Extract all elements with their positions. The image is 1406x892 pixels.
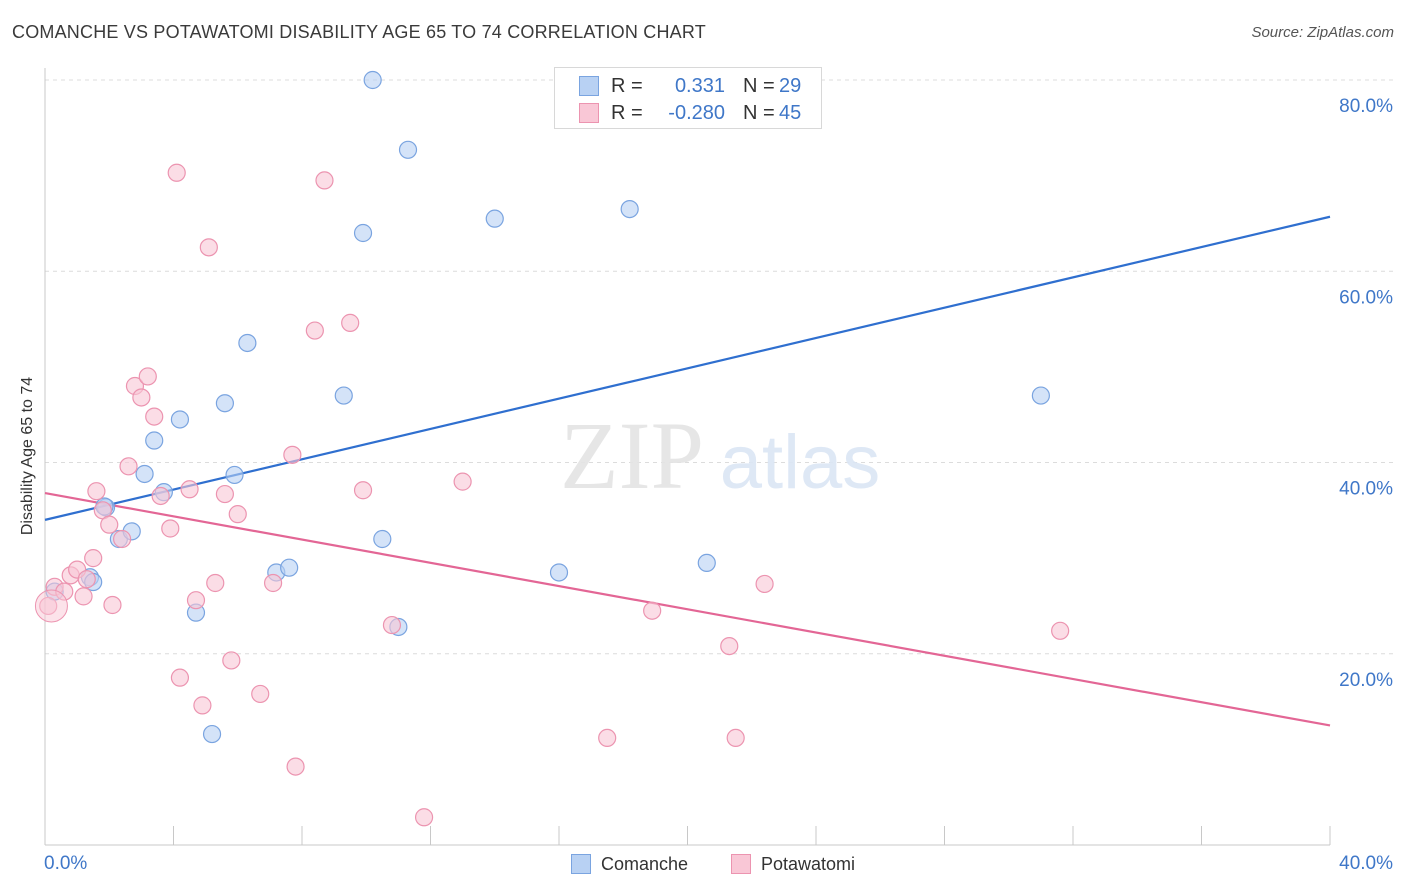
potawatomi-point — [132, 388, 151, 407]
potawatomi-point — [414, 808, 434, 827]
potawatomi-point — [84, 549, 103, 568]
potawatomi-point — [215, 484, 234, 504]
bottom-legend-comanche: Comanche — [571, 852, 688, 876]
potawatomi-point — [341, 313, 360, 332]
potawatomi-trend-line — [44, 492, 1331, 727]
comanche-point — [697, 553, 716, 573]
y-tick-label: 60.0% — [1339, 287, 1393, 308]
potawatomi-point — [77, 570, 96, 589]
gridlines — [45, 79, 1393, 655]
comanche-point — [334, 386, 353, 405]
watermark-zip: ZIP — [560, 402, 704, 509]
potawatomi-point — [119, 457, 138, 476]
comanche-point — [202, 724, 222, 744]
potawatomi-point — [167, 163, 186, 182]
comanche-point — [398, 140, 418, 159]
potawatomi-point — [315, 171, 334, 190]
trend-lines — [44, 215, 1331, 727]
comanche-point — [485, 209, 504, 228]
y-axis-label: Disability Age 65 to 74 — [19, 376, 36, 536]
potawatomi-point — [382, 615, 402, 635]
comanche-point — [620, 199, 639, 219]
legend-row-comanche: R = 0.331 N = 29 — [579, 73, 801, 99]
comanche-point — [170, 410, 190, 429]
axes — [44, 68, 1331, 846]
potawatomi-point — [180, 480, 199, 499]
potawatomi-point — [305, 321, 324, 340]
potawatomi-point — [100, 515, 119, 534]
potawatomi-point — [1051, 621, 1070, 640]
potawatomi-point-cluster — [34, 589, 68, 623]
potawatomi-swatch — [731, 854, 751, 874]
comanche-point — [215, 394, 234, 413]
bottom-legend-label: Potawatomi — [761, 853, 856, 874]
legend: R = 0.331 N = 29 R = -0.280 N = 45 — [554, 67, 822, 129]
potawatomi-point — [222, 651, 241, 670]
chart-title: COMANCHE VS POTAWATOMI DISABILITY AGE 65… — [12, 22, 706, 42]
comanche-point — [135, 464, 154, 484]
potawatomi-swatch — [579, 103, 599, 123]
data-points — [34, 70, 1070, 827]
comanche-trend-line — [44, 215, 1331, 521]
x-tick-label: 40.0% — [1339, 853, 1393, 874]
potawatomi-point — [263, 573, 283, 593]
comanche-point — [1031, 386, 1050, 405]
bottom-legend-label: Comanche — [601, 853, 689, 874]
x-tick-label: 0.0% — [44, 853, 87, 874]
potawatomi-point — [161, 519, 180, 538]
potawatomi-point — [286, 757, 305, 776]
potawatomi-point — [251, 684, 270, 704]
potawatomi-point — [643, 601, 662, 620]
potawatomi-point — [720, 636, 739, 656]
legend-n-label: N = — [743, 74, 775, 97]
watermark-atlas: atlas — [720, 420, 881, 505]
y-tick-label: 40.0% — [1339, 479, 1393, 500]
legend-n-value: 45 — [779, 101, 802, 124]
comanche-point — [549, 563, 569, 582]
potawatomi-point — [145, 407, 164, 426]
potawatomi-point — [74, 587, 93, 606]
potawatomi-point — [228, 505, 247, 524]
comanche-point — [373, 529, 392, 549]
watermark: ZIP atlas — [560, 402, 880, 509]
legend-r-value: 0.331 — [674, 74, 725, 97]
potawatomi-point — [193, 696, 212, 715]
potawatomi-point — [755, 574, 774, 594]
bottom-legend-potawatomi: Potawatomi — [731, 852, 855, 876]
potawatomi-point — [353, 481, 373, 500]
potawatomi-point — [453, 472, 472, 491]
potawatomi-point — [206, 573, 225, 593]
comanche-point — [280, 558, 299, 577]
potawatomi-point — [199, 238, 218, 257]
comanche-swatch — [571, 854, 591, 874]
y-tick-label: 20.0% — [1339, 670, 1393, 691]
potawatomi-point — [87, 482, 106, 501]
tick-labels: 20.0% 40.0% 60.0% 80.0% 0.0% 40.0% — [44, 96, 1393, 874]
potawatomi-point — [726, 728, 745, 748]
potawatomi-point — [151, 486, 170, 506]
y-tick-label: 80.0% — [1339, 96, 1393, 117]
legend-row-potawatomi: R = -0.280 N = 45 — [579, 100, 801, 126]
comanche-point — [353, 223, 373, 243]
legend-n-label: N = — [743, 101, 775, 124]
comanche-swatch — [579, 76, 599, 96]
legend-r-value: -0.280 — [668, 101, 725, 124]
potawatomi-point — [598, 728, 617, 748]
potawatomi-point — [170, 668, 190, 687]
comanche-point — [363, 70, 382, 90]
comanche-point — [145, 431, 164, 450]
potawatomi-point — [283, 445, 302, 464]
legend-n-value: 29 — [779, 74, 802, 97]
legend-r-label: R = — [611, 101, 643, 124]
potawatomi-point — [103, 595, 122, 615]
legend-r-label: R = — [611, 74, 643, 97]
potawatomi-point — [138, 367, 157, 386]
comanche-point — [238, 333, 257, 353]
source-label: Source: ZipAtlas.com — [1251, 24, 1394, 41]
comanche-point — [225, 465, 244, 485]
potawatomi-point — [112, 529, 132, 549]
potawatomi-point — [186, 591, 206, 610]
